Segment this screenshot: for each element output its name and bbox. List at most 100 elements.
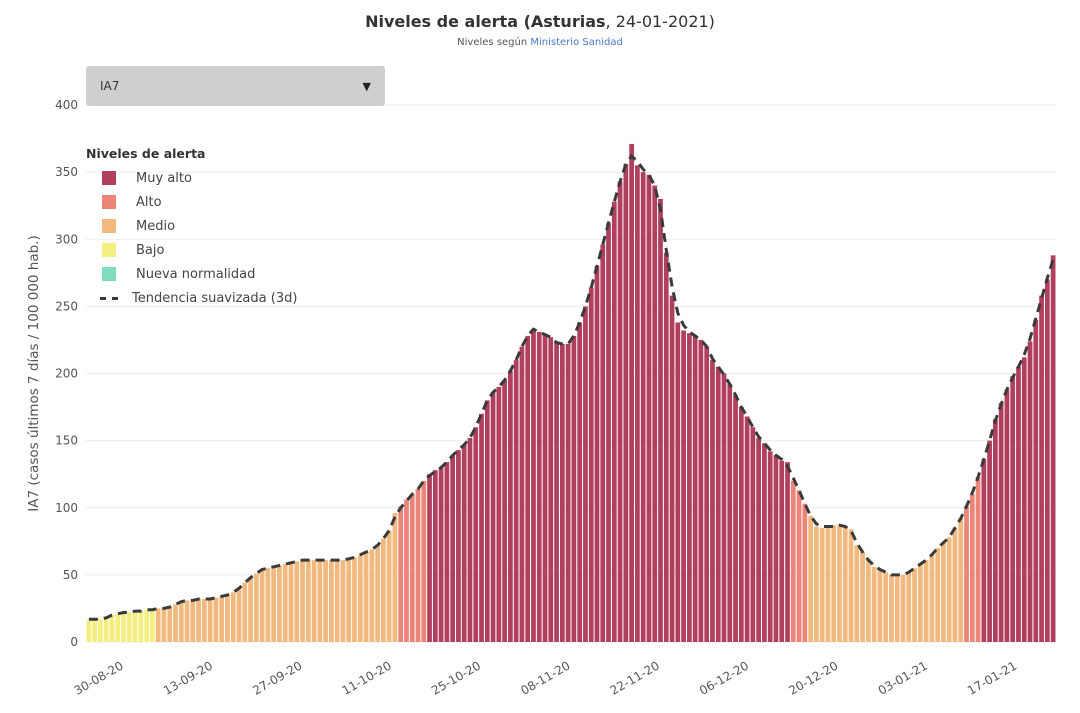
bar	[207, 599, 213, 642]
bar	[421, 480, 427, 642]
legend-swatch-bajo	[102, 243, 116, 257]
bar	[386, 530, 392, 642]
bar	[92, 620, 98, 642]
bar	[450, 455, 456, 642]
legend-swatch-trend	[100, 296, 118, 300]
bar	[196, 599, 201, 642]
bar	[1016, 366, 1021, 642]
bar	[842, 526, 848, 642]
bar	[941, 542, 946, 642]
x-tick-label: 25-10-20	[429, 658, 483, 697]
bar	[998, 403, 1004, 642]
bar	[461, 444, 467, 642]
bar	[952, 527, 958, 642]
bar	[346, 558, 352, 642]
bar	[161, 608, 167, 642]
bar	[894, 576, 900, 642]
bar	[860, 552, 865, 642]
bar	[715, 366, 721, 642]
bar	[259, 569, 265, 642]
y-axis-label: IA7 (casos últimos 7 días / 100 000 hab.…	[26, 235, 42, 511]
bar	[663, 252, 669, 643]
bar	[629, 143, 634, 642]
bar	[762, 443, 767, 642]
bar	[773, 455, 779, 642]
bar	[837, 525, 842, 642]
chart-title-bold: Niveles de alerta (Asturias	[365, 12, 606, 31]
bar	[103, 617, 109, 642]
bar	[340, 560, 346, 642]
bar	[623, 164, 629, 642]
legend-label-muy-alto: Muy alto	[136, 170, 192, 186]
chart-title: Niveles de alerta (Asturias, 24-01-2021)	[0, 12, 1080, 31]
bar	[398, 506, 404, 642]
bar	[958, 518, 964, 642]
bar	[854, 545, 860, 642]
y-tick-label: 0	[70, 635, 78, 649]
bar	[508, 370, 513, 642]
bar	[444, 462, 450, 642]
bar	[542, 334, 548, 642]
legend-item-bajo[interactable]: Bajo	[86, 238, 297, 262]
legend-item-muy-alto[interactable]: Muy alto	[86, 166, 297, 190]
y-tick-label: 100	[55, 501, 78, 515]
bar	[138, 611, 144, 642]
bar	[606, 223, 611, 642]
bar	[357, 554, 363, 642]
bar	[785, 462, 790, 642]
x-tick-label: 13-09-20	[161, 658, 215, 697]
bar	[473, 427, 479, 642]
bar	[484, 400, 490, 642]
bar	[796, 490, 802, 642]
x-tick-label: 27-09-20	[250, 658, 304, 697]
bar	[686, 333, 692, 642]
bar	[225, 595, 230, 642]
bar	[906, 572, 912, 642]
bar	[230, 592, 236, 642]
bar	[253, 573, 259, 642]
bar	[923, 560, 929, 642]
bar	[392, 513, 398, 642]
bar	[513, 360, 519, 642]
bar	[646, 174, 652, 642]
legend-title: Niveles de alerta	[86, 146, 206, 161]
bar	[987, 440, 992, 642]
bar	[981, 459, 987, 642]
x-tick-label: 20-12-20	[786, 658, 840, 697]
bar	[652, 185, 658, 643]
bar	[577, 322, 583, 642]
bar	[531, 329, 536, 642]
bar	[946, 537, 952, 642]
legend-item-medio[interactable]: Medio	[86, 214, 297, 238]
bar	[1033, 319, 1039, 642]
legend-item-nueva-normalidad[interactable]: Nueva normalidad	[86, 262, 297, 286]
bar	[900, 574, 906, 642]
bar	[369, 549, 375, 642]
y-tick-label: 300	[55, 232, 78, 246]
bar	[236, 588, 242, 642]
bar	[438, 467, 444, 642]
bar	[1044, 279, 1050, 642]
bar	[380, 538, 386, 642]
y-tick-label: 250	[55, 299, 78, 313]
x-tick-label: 30-08-20	[72, 658, 126, 697]
indicator-dropdown[interactable]: IA7 ▼	[86, 66, 385, 106]
ministerio-link[interactable]: Ministerio Sanidad	[530, 37, 623, 48]
legend-item-alto[interactable]: Alto	[86, 190, 297, 214]
bar	[559, 343, 565, 642]
bar	[126, 612, 132, 642]
legend-item-trend[interactable]: Tendencia suavizada (3d)	[86, 286, 297, 310]
bar	[738, 407, 744, 642]
bar	[248, 577, 253, 642]
bar	[190, 600, 196, 642]
x-tick-label: 22-11-20	[608, 658, 662, 697]
bar	[242, 582, 248, 642]
bar	[825, 526, 831, 642]
bar	[109, 615, 115, 642]
bar	[375, 545, 380, 642]
bar	[1004, 389, 1010, 642]
legend-label-trend: Tendencia suavizada (3d)	[132, 290, 298, 306]
bar	[265, 568, 271, 642]
y-tick-label: 200	[55, 367, 78, 381]
bar	[178, 601, 184, 642]
